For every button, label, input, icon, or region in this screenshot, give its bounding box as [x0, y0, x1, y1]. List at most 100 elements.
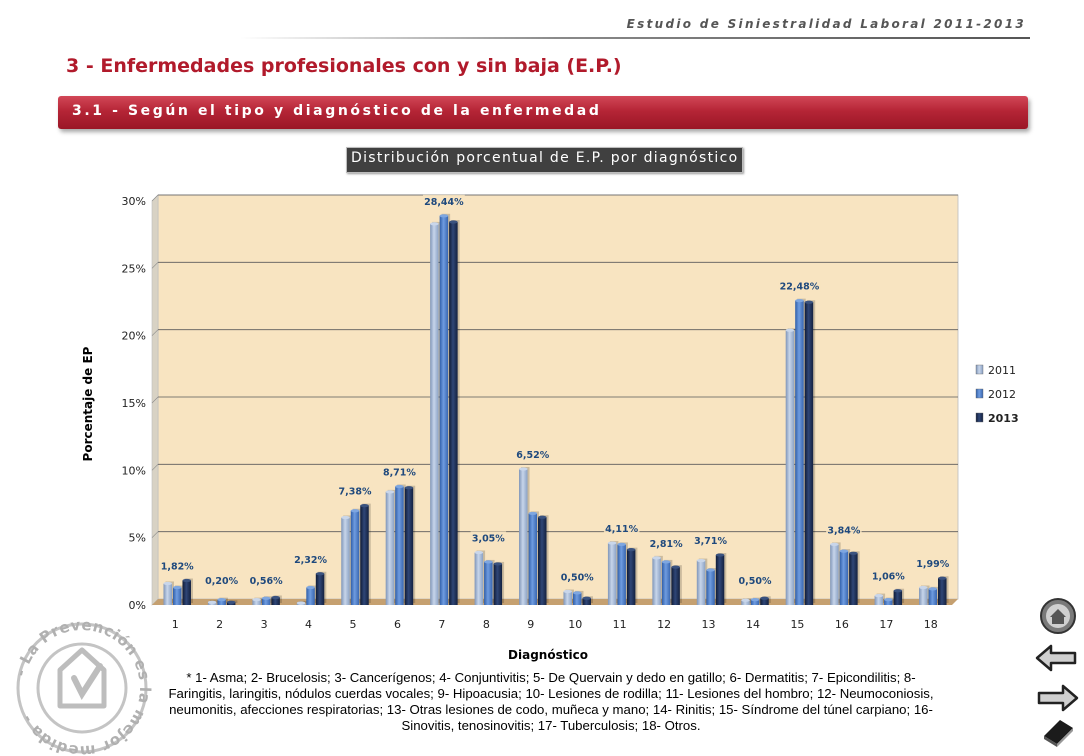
bar-top: [607, 541, 617, 545]
study-title: Estudio de Siniestralidad Laboral 2011-2…: [626, 17, 1026, 31]
x-tick-label: 1: [172, 618, 179, 631]
bar-2011-cat-5: [341, 517, 350, 605]
data-label: 1,06%: [870, 569, 907, 583]
y-tick-label: 0%: [129, 599, 146, 612]
y-tick-label: 30%: [122, 195, 146, 208]
svg-text:3,05%: 3,05%: [472, 533, 505, 544]
bar-2013-cat-5: [360, 505, 369, 605]
bar-2013-cat-8: [493, 563, 503, 605]
x-tick-label: 11: [613, 618, 627, 631]
gridline-side: [151, 396, 159, 404]
bar-top: [563, 589, 572, 594]
bar-top: [395, 484, 404, 489]
bar-2011-cat-10: [563, 591, 572, 605]
bar-top: [296, 601, 306, 605]
bar-2012-cat-8: [484, 561, 493, 605]
gridline-side: [151, 194, 159, 202]
bar-top: [404, 486, 414, 490]
data-label: 1,99%: [915, 557, 951, 571]
bar-top: [449, 220, 458, 224]
bar-top: [830, 542, 839, 547]
y-tick-label: 20%: [122, 330, 146, 343]
bar-top: [430, 222, 439, 226]
svg-text:0,50%: 0,50%: [739, 576, 772, 587]
section-title: 3 - Enfermedades profesionales con y sin…: [66, 55, 622, 77]
bar-2011-cat-7: [430, 223, 439, 606]
bar-top: [938, 576, 947, 580]
x-tick-label: 18: [924, 618, 938, 631]
bar-2013-cat-7: [449, 222, 458, 605]
bar-top: [741, 598, 750, 602]
bar-top: [696, 558, 706, 563]
bar-top: [804, 300, 814, 304]
bar-2013-cat-14: [760, 598, 769, 605]
subsection-title: 3.1 - Según el tipo y diagnóstico de la …: [72, 103, 602, 119]
bar-2012-cat-10: [572, 592, 582, 605]
prevention-logo: - La Prevención es la mejor medida -: [11, 620, 153, 756]
svg-text:1,82%: 1,82%: [161, 561, 194, 572]
data-label: 4,11%: [603, 522, 640, 536]
chart-title-box: Distribución porcentual de E.P. por diag…: [346, 147, 744, 173]
book-icon[interactable]: [1040, 714, 1076, 748]
x-tick-label: 5: [350, 618, 357, 631]
gridline-side: [151, 531, 159, 538]
home-icon[interactable]: [1038, 596, 1078, 636]
bar-2011-cat-6: [385, 491, 395, 605]
bar-2013-cat-18: [938, 578, 947, 605]
bar-top: [919, 585, 928, 590]
bar-2012-cat-5: [350, 510, 360, 605]
chart-title: Distribución porcentual de E.P. por diag…: [351, 150, 739, 166]
bar-2012-cat-4: [306, 587, 315, 605]
y-tick-label: 15%: [122, 397, 146, 410]
svg-text:0,50%: 0,50%: [561, 573, 594, 584]
bar-top: [315, 572, 325, 576]
bar-top: [163, 581, 172, 586]
bar-2012-cat-17: [884, 599, 893, 605]
bar-2012-cat-7: [439, 215, 449, 605]
bar-top: [582, 596, 591, 600]
legend-swatch-2013: [975, 412, 984, 423]
bar-top: [252, 598, 261, 602]
bar-top: [306, 585, 315, 590]
arrow-right-icon[interactable]: [1036, 682, 1080, 714]
bar-top: [893, 589, 903, 593]
subsection-banner: 3.1 - Según el tipo y diagnóstico de la …: [58, 96, 1028, 129]
data-label: 1,82%: [159, 559, 195, 573]
legend-label-2013: 2013: [988, 412, 1019, 425]
bar-2013-cat-9: [538, 517, 547, 605]
data-label: 2,32%: [292, 552, 329, 566]
svg-text:3,84%: 3,84%: [827, 525, 860, 536]
bar-top: [261, 596, 271, 600]
svg-text:6,52%: 6,52%: [516, 450, 549, 461]
data-label: 3,84%: [826, 523, 862, 537]
legend-swatch-2011: [975, 364, 984, 375]
bar-top: [849, 551, 858, 555]
x-tick-label: 8: [483, 618, 490, 631]
bar-top: [626, 548, 636, 552]
bar-2012-cat-16: [839, 551, 849, 605]
bar-2013-cat-1: [182, 580, 191, 605]
data-label: 8,71%: [381, 465, 418, 479]
bar-top: [785, 328, 795, 332]
arrow-left-icon[interactable]: [1034, 642, 1078, 674]
x-tick-label: 17: [879, 618, 893, 631]
y-tick-label: 10%: [122, 464, 146, 477]
bar-top: [341, 515, 350, 520]
svg-text:28,44%: 28,44%: [424, 197, 464, 208]
x-tick-label: 9: [527, 618, 534, 631]
bar-2012-cat-18: [928, 588, 938, 605]
bar-2013-cat-17: [893, 590, 903, 605]
bar-top: [795, 299, 804, 303]
diagnosis-footnote: * 1- Asma; 2- Brucelosis; 3- Cancerígeno…: [168, 670, 934, 733]
bar-top: [271, 595, 280, 600]
svg-text:7,38%: 7,38%: [339, 487, 372, 498]
bar-top: [439, 214, 449, 218]
bar-2013-cat-10: [582, 598, 591, 605]
data-label: 7,38%: [337, 484, 373, 498]
bar-2012-cat-2: [217, 599, 226, 605]
bar-2011-cat-13: [696, 560, 706, 605]
y-tick-label: 25%: [122, 262, 146, 275]
data-label: 0,50%: [559, 570, 595, 584]
gridline-side: [151, 464, 159, 471]
